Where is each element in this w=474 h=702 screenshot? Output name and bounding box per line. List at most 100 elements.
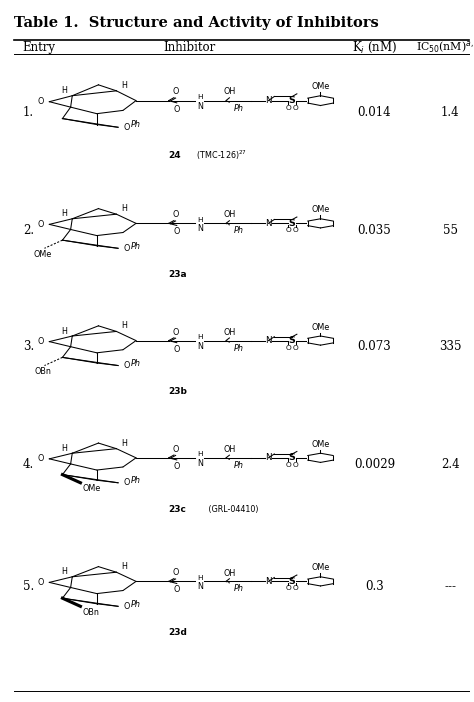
Text: N: N <box>197 225 203 233</box>
Text: N: N <box>265 336 272 345</box>
Text: H: H <box>62 209 67 218</box>
Text: 55: 55 <box>443 224 458 237</box>
Text: O: O <box>173 585 180 595</box>
Text: O: O <box>293 105 299 111</box>
Text: N: N <box>197 342 203 350</box>
Text: 2.4: 2.4 <box>441 458 460 471</box>
Text: Entry: Entry <box>23 41 56 53</box>
Text: OMe: OMe <box>311 323 329 331</box>
Text: O: O <box>124 123 130 132</box>
Text: Table 1.  Structure and Activity of Inhibitors: Table 1. Structure and Activity of Inhib… <box>14 16 379 30</box>
Text: S: S <box>289 577 295 586</box>
Text: OMe: OMe <box>311 440 329 449</box>
Text: O: O <box>37 578 44 587</box>
Text: Ph: Ph <box>131 120 141 129</box>
Text: 1.: 1. <box>23 106 34 119</box>
Text: N: N <box>265 577 272 586</box>
Text: S: S <box>289 219 295 228</box>
Text: O: O <box>285 105 291 111</box>
Text: O: O <box>124 602 130 611</box>
Text: 23c: 23c <box>169 505 187 514</box>
Text: O: O <box>293 585 299 592</box>
Text: 1.4: 1.4 <box>441 106 460 119</box>
Text: N: N <box>197 459 203 468</box>
Text: Ph: Ph <box>234 227 244 235</box>
Text: 5.: 5. <box>23 580 34 592</box>
Text: O: O <box>285 462 291 468</box>
Text: OH: OH <box>224 569 236 578</box>
Text: H: H <box>121 204 127 213</box>
Text: O: O <box>37 454 44 463</box>
Text: O: O <box>285 227 291 234</box>
Text: O: O <box>173 227 180 237</box>
Text: H: H <box>121 439 127 448</box>
Text: 0.014: 0.014 <box>358 106 391 119</box>
Text: O: O <box>293 227 299 234</box>
Text: OH: OH <box>224 88 236 96</box>
Text: O: O <box>124 244 130 253</box>
Text: O: O <box>285 585 291 592</box>
Text: H: H <box>197 334 202 340</box>
Text: O: O <box>293 345 299 351</box>
Text: OMe: OMe <box>311 206 329 214</box>
Text: OH: OH <box>224 445 236 454</box>
Text: 23b: 23b <box>169 388 188 397</box>
Text: OBn: OBn <box>35 367 51 376</box>
Text: Ph: Ph <box>131 359 141 368</box>
Text: N: N <box>265 453 272 463</box>
Text: S: S <box>289 336 295 345</box>
Text: N: N <box>265 219 272 228</box>
Text: O: O <box>173 105 180 114</box>
Text: H: H <box>197 575 202 581</box>
Text: O: O <box>124 478 130 487</box>
Text: O: O <box>173 328 179 336</box>
Text: Ph: Ph <box>131 600 141 609</box>
Text: OH: OH <box>224 328 236 337</box>
Text: H: H <box>121 81 127 90</box>
Text: O: O <box>173 569 179 577</box>
Text: 0.3: 0.3 <box>365 580 384 592</box>
Text: 2.: 2. <box>23 224 34 237</box>
Text: (TMC-126)$^{27}$: (TMC-126)$^{27}$ <box>193 149 246 162</box>
Text: 3.: 3. <box>23 340 34 353</box>
Text: Ph: Ph <box>234 585 244 593</box>
Text: S: S <box>289 96 295 105</box>
Text: O: O <box>37 337 44 346</box>
Text: OMe: OMe <box>82 484 100 494</box>
Text: 335: 335 <box>439 340 462 353</box>
Text: H: H <box>197 217 202 223</box>
Text: O: O <box>37 220 44 229</box>
Text: N: N <box>197 102 203 111</box>
Text: N: N <box>265 96 272 105</box>
Text: 0.035: 0.035 <box>357 224 392 237</box>
Text: H: H <box>121 322 127 331</box>
Text: N: N <box>197 583 203 591</box>
Text: 0.0029: 0.0029 <box>354 458 395 471</box>
Text: H: H <box>62 444 67 453</box>
Text: OMe: OMe <box>34 250 52 259</box>
Text: H: H <box>197 94 202 100</box>
Text: 0.073: 0.073 <box>357 340 392 353</box>
Text: O: O <box>37 97 44 106</box>
Text: O: O <box>173 462 180 471</box>
Text: 24: 24 <box>169 151 182 160</box>
Text: O: O <box>124 361 130 370</box>
Text: OBn: OBn <box>82 608 99 617</box>
Text: O: O <box>173 87 179 96</box>
Text: O: O <box>285 345 291 351</box>
Text: (GRL-04410): (GRL-04410) <box>206 505 258 514</box>
Text: H: H <box>62 86 67 95</box>
Text: H: H <box>62 326 67 336</box>
Text: H: H <box>62 567 67 576</box>
Text: H: H <box>197 451 202 457</box>
Text: 4.: 4. <box>23 458 34 471</box>
Text: S: S <box>289 453 295 463</box>
Text: H: H <box>121 562 127 571</box>
Text: 23d: 23d <box>169 628 188 637</box>
Text: Ph: Ph <box>234 344 244 352</box>
Text: Ph: Ph <box>234 104 244 113</box>
Text: OMe: OMe <box>311 82 329 91</box>
Text: Ph: Ph <box>131 241 141 251</box>
Text: Inhibitor: Inhibitor <box>164 41 216 53</box>
Text: OH: OH <box>224 211 236 220</box>
